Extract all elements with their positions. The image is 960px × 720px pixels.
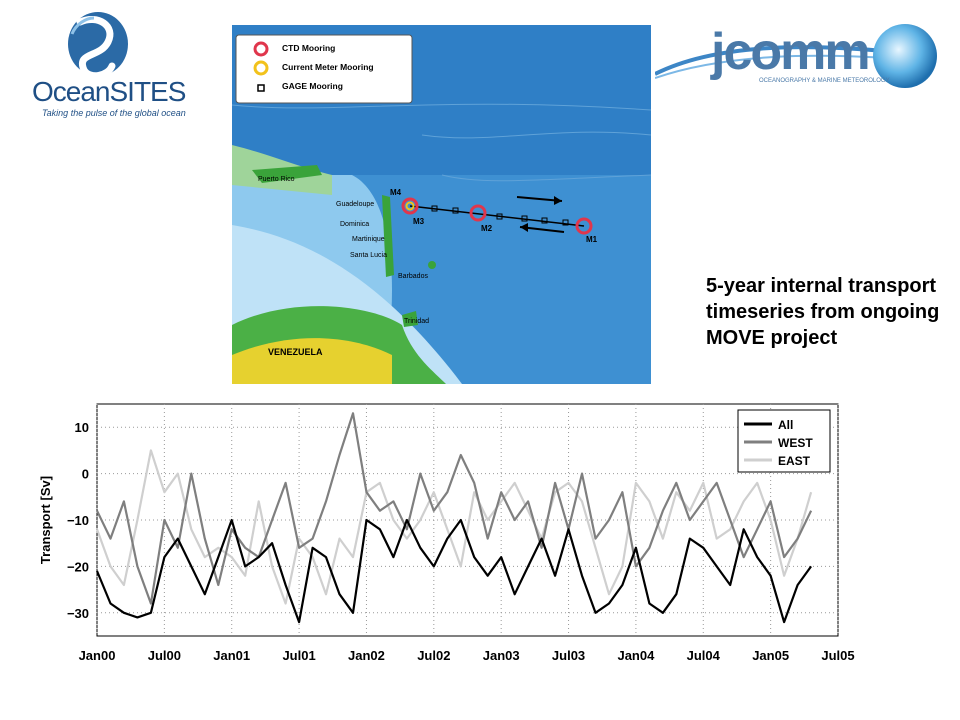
place-venezuela: VENEZUELA <box>268 347 323 357</box>
jcomm-subtitle: OCEANOGRAPHY & MARINE METEOROLOGY <box>759 78 890 84</box>
transport-chart: 10 0 −10 −20 −30 Jan00 Jul00 Jan01 Jul01 Jan02 Jul… <box>0 396 870 686</box>
x-tick-label: Jan04 <box>617 648 655 663</box>
mooring-m2-marker <box>469 204 487 222</box>
transport-timeseries-plot: 10 0 −10 −20 −30 Jan00 Jul00 Jan01 Jul01 Jan02 Jul… <box>38 403 855 663</box>
x-tick-label: Jul03 <box>552 648 585 663</box>
place-guadeloupe: Guadeloupe <box>336 201 375 208</box>
x-tick-label: Jul02 <box>417 648 450 663</box>
oceansites-wordmark: OceanSITES <box>32 76 186 107</box>
x-tick-label: Jan01 <box>213 648 250 663</box>
mooring-m4-label: M4 <box>390 188 402 197</box>
mooring-m3-marker <box>401 197 419 215</box>
x-tick-label: Jan03 <box>483 648 520 663</box>
x-tick-label: Jul04 <box>687 648 721 663</box>
series-line-west <box>96 412 813 605</box>
x-tick-label: Jul00 <box>148 648 181 663</box>
series-line-all <box>95 518 812 624</box>
x-tick-label: Jan02 <box>348 648 385 663</box>
place-martinique: Martinique <box>352 236 385 243</box>
caribbean-map-image <box>231 25 652 384</box>
mooring-m1-label: M1 <box>586 235 598 244</box>
mooring-map: CTD Mooring Current Meter Mooring GAGE M… <box>231 25 652 384</box>
y-tick-label: −10 <box>67 513 89 528</box>
caption-text: 5-year internal transport timeseries fro… <box>706 275 940 349</box>
place-trinidad: Trinidad <box>404 318 430 325</box>
y-axis-label: Transport [Sv] <box>38 476 53 564</box>
mooring-m3-label: M3 <box>413 217 425 226</box>
legend-current-meter-label: Current Meter Mooring <box>282 62 374 72</box>
oceansites-logo: OceanSITES Taking the pulse of the globa… <box>28 4 228 124</box>
place-puerto-rico: Puerto Rico <box>258 176 295 183</box>
oceansites-emblem-icon <box>68 12 128 80</box>
mooring-m2-label: M2 <box>481 224 493 233</box>
legend-label-west: WEST <box>778 436 813 450</box>
jcomm-logo: jcomm OCEANOGRAPHY & MARINE METEOROLOGY <box>654 14 945 106</box>
legend-gage-label: GAGE Mooring <box>282 81 343 91</box>
y-tick-label: 10 <box>75 420 89 435</box>
jcomm-swoosh-icon <box>654 24 937 88</box>
x-tick-label: Jul01 <box>282 648 315 663</box>
place-santa-lucia: Santa Lucia <box>350 252 387 259</box>
legend-label-east: EAST <box>778 454 811 468</box>
series-line-east <box>95 449 813 605</box>
x-tick-label: Jan00 <box>79 648 116 663</box>
plot-frame <box>96 403 839 637</box>
y-tick-label: −30 <box>67 606 89 621</box>
y-tick-label: −20 <box>67 559 89 574</box>
x-tick-label: Jul05 <box>821 648 854 663</box>
mooring-m1-marker <box>575 217 593 235</box>
legend-label-all: All <box>778 418 793 432</box>
legend-ctd-label: CTD Mooring <box>282 43 336 53</box>
x-tick-label: Jan05 <box>752 648 789 663</box>
jcomm-wordmark: jcomm <box>711 23 871 81</box>
y-tick-label: 0 <box>82 467 89 482</box>
place-barbados: Barbados <box>398 273 428 280</box>
place-dominica: Dominica <box>340 221 370 228</box>
oceansites-tagline: Taking the pulse of the global ocean <box>42 108 186 118</box>
